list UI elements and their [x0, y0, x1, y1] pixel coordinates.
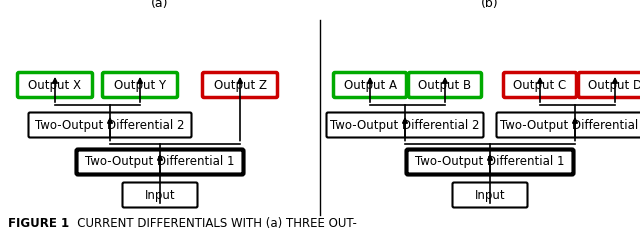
FancyBboxPatch shape — [408, 72, 481, 97]
Text: (a): (a) — [151, 0, 169, 10]
Text: (b): (b) — [481, 0, 499, 10]
Text: Input: Input — [145, 189, 175, 202]
Text: Output A: Output A — [344, 79, 397, 92]
FancyBboxPatch shape — [29, 113, 191, 138]
Text: Output Y: Output Y — [114, 79, 166, 92]
Text: CURRENT DIFFERENTIALS WITH (a) THREE OUT-: CURRENT DIFFERENTIALS WITH (a) THREE OUT… — [66, 217, 357, 230]
Text: Output X: Output X — [29, 79, 81, 92]
FancyBboxPatch shape — [122, 182, 198, 207]
Text: Output C: Output C — [513, 79, 566, 92]
FancyBboxPatch shape — [77, 149, 243, 174]
Text: Output D: Output D — [588, 79, 640, 92]
FancyBboxPatch shape — [102, 72, 177, 97]
FancyBboxPatch shape — [497, 113, 640, 138]
Text: Two-Output Differential 2: Two-Output Differential 2 — [330, 118, 480, 131]
FancyBboxPatch shape — [333, 72, 406, 97]
Text: Input: Input — [475, 189, 506, 202]
Text: FIGURE 1: FIGURE 1 — [8, 217, 69, 230]
FancyBboxPatch shape — [17, 72, 93, 97]
FancyBboxPatch shape — [202, 72, 278, 97]
Text: Output B: Output B — [419, 79, 472, 92]
FancyBboxPatch shape — [326, 113, 483, 138]
FancyBboxPatch shape — [406, 149, 573, 174]
Text: Two-Output Differential 1: Two-Output Differential 1 — [85, 156, 235, 169]
Text: Two-Output Differential 2: Two-Output Differential 2 — [35, 118, 185, 131]
FancyBboxPatch shape — [452, 182, 527, 207]
FancyBboxPatch shape — [504, 72, 577, 97]
FancyBboxPatch shape — [579, 72, 640, 97]
Text: Output Z: Output Z — [214, 79, 266, 92]
Text: Two-Output Differential 3: Two-Output Differential 3 — [500, 118, 640, 131]
Text: Two-Output Differential 1: Two-Output Differential 1 — [415, 156, 564, 169]
